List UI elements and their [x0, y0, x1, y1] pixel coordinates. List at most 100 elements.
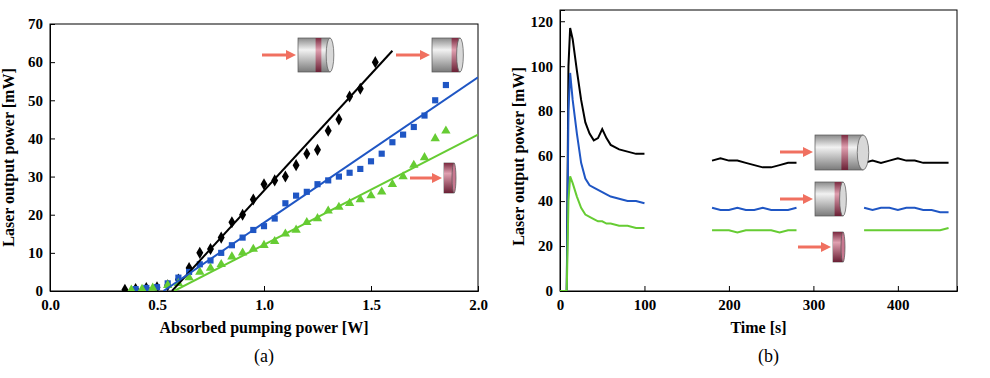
point: [377, 186, 386, 194]
arrow-shaft: [780, 198, 805, 201]
tick-label: 10: [28, 245, 43, 261]
point: [432, 97, 438, 103]
tick-mark: [729, 286, 730, 291]
tick-mark: [560, 201, 565, 202]
arrow-head: [821, 242, 831, 252]
sample-icon: [396, 38, 463, 72]
tick-label: 100: [634, 297, 657, 313]
tick-label: 40: [538, 193, 553, 209]
point: [357, 166, 363, 172]
crystal-body: [298, 38, 330, 72]
tick-label: 0: [36, 283, 44, 299]
tick-mark: [50, 177, 55, 178]
tick-label: 20: [28, 207, 43, 223]
line: [174, 135, 478, 291]
tick-label: 120: [531, 14, 554, 30]
x-axis-title: Time [s]: [730, 319, 786, 336]
tick-label: 2.0: [469, 297, 488, 313]
point: [121, 284, 128, 291]
tick-mark: [560, 111, 565, 112]
y-axis: 010203040506070: [28, 16, 55, 299]
tick-label: 1.5: [362, 297, 381, 313]
crystal-face: [457, 38, 464, 72]
tick-mark: [644, 286, 645, 291]
x-axis: 0.00.51.01.52.0: [41, 286, 488, 313]
point: [431, 133, 440, 141]
tick: 70: [28, 16, 55, 32]
tick-mark: [50, 291, 55, 292]
point: [303, 148, 310, 160]
line: [560, 176, 949, 291]
tick: 60: [538, 148, 565, 164]
panel-caption: (b): [758, 346, 779, 367]
tick: 40: [538, 193, 565, 209]
tick-mark: [264, 286, 265, 291]
crystal-face: [857, 135, 869, 170]
tick-label: 60: [28, 54, 43, 70]
arrow-head: [432, 173, 442, 183]
x-axis-title: Absorbed pumping power [W]: [159, 319, 368, 337]
crystal-face: [841, 232, 845, 262]
point: [420, 152, 429, 160]
crystal-body: [815, 135, 863, 170]
tick-label: 0: [557, 297, 565, 313]
tick: 30: [28, 169, 55, 185]
tick: 300: [803, 286, 826, 313]
arrow-shaft: [798, 246, 823, 249]
tick: 400: [887, 286, 910, 313]
panel: 0100200300400020406080100120Time [s]Lase…: [510, 10, 958, 367]
tick-mark: [560, 156, 565, 157]
tick-label: 50: [28, 93, 43, 109]
tick-mark: [371, 286, 372, 291]
tick-label: 20: [538, 238, 553, 254]
tick-mark: [50, 100, 55, 101]
line: [172, 51, 392, 291]
y-axis: 0 20 40 60 80 100 120: [531, 11, 566, 300]
sample-icon: [780, 135, 869, 170]
tick: 80: [538, 103, 565, 119]
arrow-shaft: [780, 151, 805, 154]
point: [335, 113, 342, 125]
tick: 0: [36, 283, 56, 299]
point: [227, 251, 236, 259]
tick-mark: [560, 21, 565, 22]
tick: 60: [28, 54, 55, 70]
tick-label: 70: [28, 16, 43, 32]
point: [443, 82, 449, 88]
crystal-face: [452, 163, 456, 193]
tick-label: 80: [538, 103, 553, 119]
sample-icon: [780, 182, 846, 216]
tick: 20: [538, 238, 565, 254]
tick: 1.5: [362, 286, 381, 313]
point: [325, 125, 332, 137]
tick-mark: [478, 286, 479, 291]
plot-frame: [560, 10, 957, 291]
arrow-head: [286, 50, 296, 60]
y-axis-title: Laser output power [mW]: [0, 68, 18, 247]
tick-label: 200: [718, 297, 741, 313]
sample-icon: [798, 232, 845, 262]
tick-label: 0: [546, 283, 554, 299]
tick: 0: [546, 283, 566, 299]
point: [400, 132, 406, 138]
tick: 100: [531, 58, 566, 74]
crystal-body: [815, 182, 843, 216]
tick-label: 60: [538, 148, 553, 164]
point: [293, 159, 300, 171]
plot-area: [121, 51, 478, 291]
axis-line: [51, 25, 56, 292]
tick-label: 0.5: [148, 297, 167, 313]
tick-mark: [560, 246, 565, 247]
tick-label: 300: [803, 297, 826, 313]
crystal-face: [840, 182, 847, 216]
arrow-head: [803, 194, 813, 204]
tick-label: 400: [887, 297, 910, 313]
arrow-shaft: [410, 177, 434, 180]
arrow-head: [803, 147, 813, 157]
tick: 50: [28, 93, 55, 109]
tick: 200: [718, 286, 741, 313]
tick-mark: [560, 66, 565, 67]
point: [293, 193, 299, 199]
point: [441, 125, 450, 133]
point: [137, 284, 146, 291]
